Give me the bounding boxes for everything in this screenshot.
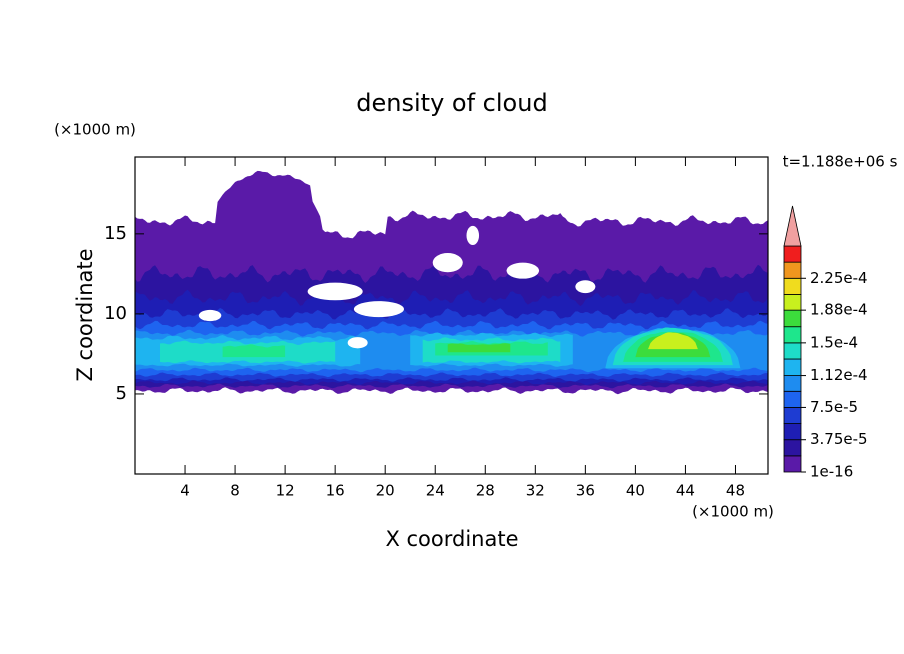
x-tick-label: 36 <box>576 482 595 500</box>
plot-frame <box>134 156 769 475</box>
colorbar-label: 1.88e-4 <box>810 301 868 319</box>
colorbar-label: 7.5e-5 <box>810 398 858 416</box>
colorbar-band <box>783 455 802 473</box>
time-label: t=1.188e+06 s <box>783 153 898 171</box>
x-tick-label: 12 <box>276 482 295 500</box>
x-tick-label: 40 <box>626 482 645 500</box>
colorbar-band <box>783 326 802 344</box>
colorbar-band <box>783 423 802 441</box>
cloud-gap <box>347 337 368 349</box>
y-tick-label: 10 <box>104 303 127 324</box>
colorbar-label: 2.25e-4 <box>810 269 868 287</box>
x-tick-label: 48 <box>726 482 745 500</box>
cloud-gap <box>307 282 363 301</box>
colorbar-band <box>783 439 802 457</box>
colorbar-band <box>783 294 802 311</box>
cloud-gap <box>198 309 222 322</box>
x-tick-label: 16 <box>326 482 345 500</box>
colorbar-band <box>783 309 802 328</box>
cloud-gap <box>506 262 540 279</box>
cloud-gap <box>432 253 463 273</box>
colorbar-band <box>783 407 802 424</box>
x-unit: (×1000 m) <box>692 503 774 521</box>
contour-region <box>647 332 698 350</box>
y-unit: (×1000 m) <box>54 121 136 139</box>
colorbar-label: 1e-16 <box>810 463 853 481</box>
y-axis-label: Z coordinate <box>73 248 97 381</box>
colorbar-label: 1.5e-4 <box>810 333 858 351</box>
colorbar-band <box>783 375 802 392</box>
x-tick-label: 8 <box>230 482 240 500</box>
x-tick-label: 28 <box>476 482 495 500</box>
colorbar-band <box>783 261 802 279</box>
x-tick-label: 32 <box>526 482 545 500</box>
cloud-gap <box>353 301 404 318</box>
colorbar-band <box>783 245 802 263</box>
contour-field <box>135 170 768 395</box>
chart-title: density of cloud <box>356 89 547 117</box>
cloud-gap <box>575 280 596 294</box>
x-tick-label: 4 <box>180 482 190 500</box>
contour-region <box>222 344 286 358</box>
y-tick-label: 5 <box>116 383 127 404</box>
cloud-gap <box>466 225 480 246</box>
colorbar-band <box>783 390 802 408</box>
colorbar-overflow <box>783 205 802 247</box>
colorbar-band <box>783 277 802 295</box>
x-tick-label: 20 <box>376 482 395 500</box>
x-tick-label: 44 <box>676 482 695 500</box>
colorbar-label: 1.12e-4 <box>810 366 868 384</box>
colorbar-band <box>783 358 802 376</box>
colorbar-label: 3.75e-5 <box>810 430 868 448</box>
x-tick-label: 24 <box>426 482 445 500</box>
y-tick-label: 15 <box>104 223 127 244</box>
contour-region <box>447 343 511 353</box>
colorbar-band <box>783 342 802 360</box>
x-axis-label: X coordinate <box>385 527 518 551</box>
